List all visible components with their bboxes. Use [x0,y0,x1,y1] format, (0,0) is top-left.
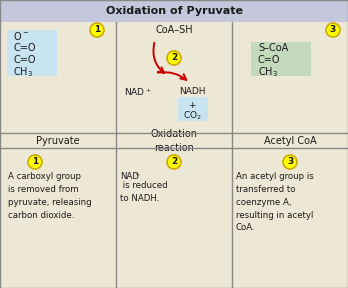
Text: +: + [134,172,140,177]
Text: is reduced
to NADH.: is reduced to NADH. [120,181,168,203]
Text: C=O: C=O [258,55,280,65]
Text: NADH: NADH [179,88,205,96]
Text: CoA–SH: CoA–SH [155,25,193,35]
Text: CH$_3$: CH$_3$ [258,65,278,79]
Circle shape [28,155,42,169]
Text: CH$_3$: CH$_3$ [13,65,33,79]
Text: NAD$^+$: NAD$^+$ [124,86,152,98]
Text: 3: 3 [330,26,336,35]
Text: A carboxyl group
is removed from
pyruvate, releasing
carbon dioxide.: A carboxyl group is removed from pyruvat… [8,172,92,219]
FancyBboxPatch shape [7,30,57,76]
Text: Acetyl CoA: Acetyl CoA [264,136,316,146]
Text: O$^-$: O$^-$ [13,30,29,42]
Text: C=O: C=O [13,43,35,53]
Text: 1: 1 [32,158,38,166]
Circle shape [90,23,104,37]
Text: Pyruvate: Pyruvate [36,136,80,146]
Text: 2: 2 [171,54,177,62]
Text: S–CoA: S–CoA [258,43,288,53]
Text: NAD: NAD [120,172,139,181]
Text: Oxidation
reaction: Oxidation reaction [150,129,198,153]
Text: 1: 1 [94,26,100,35]
Text: 3: 3 [287,158,293,166]
Text: CO$_2$: CO$_2$ [183,110,201,122]
Bar [0,0,348,22]
Circle shape [326,23,340,37]
Circle shape [167,51,181,65]
FancyBboxPatch shape [178,97,208,121]
FancyBboxPatch shape [251,42,311,76]
Text: Oxidation of Pyruvate: Oxidation of Pyruvate [105,6,243,16]
Circle shape [167,155,181,169]
Text: C=O: C=O [13,55,35,65]
Text: 2: 2 [171,158,177,166]
Text: +: + [188,101,196,109]
Text: An acetyl group is
transferred to
coenzyme A,
resulting in acetyl
CoA.: An acetyl group is transferred to coenzy… [236,172,314,232]
Circle shape [283,155,297,169]
